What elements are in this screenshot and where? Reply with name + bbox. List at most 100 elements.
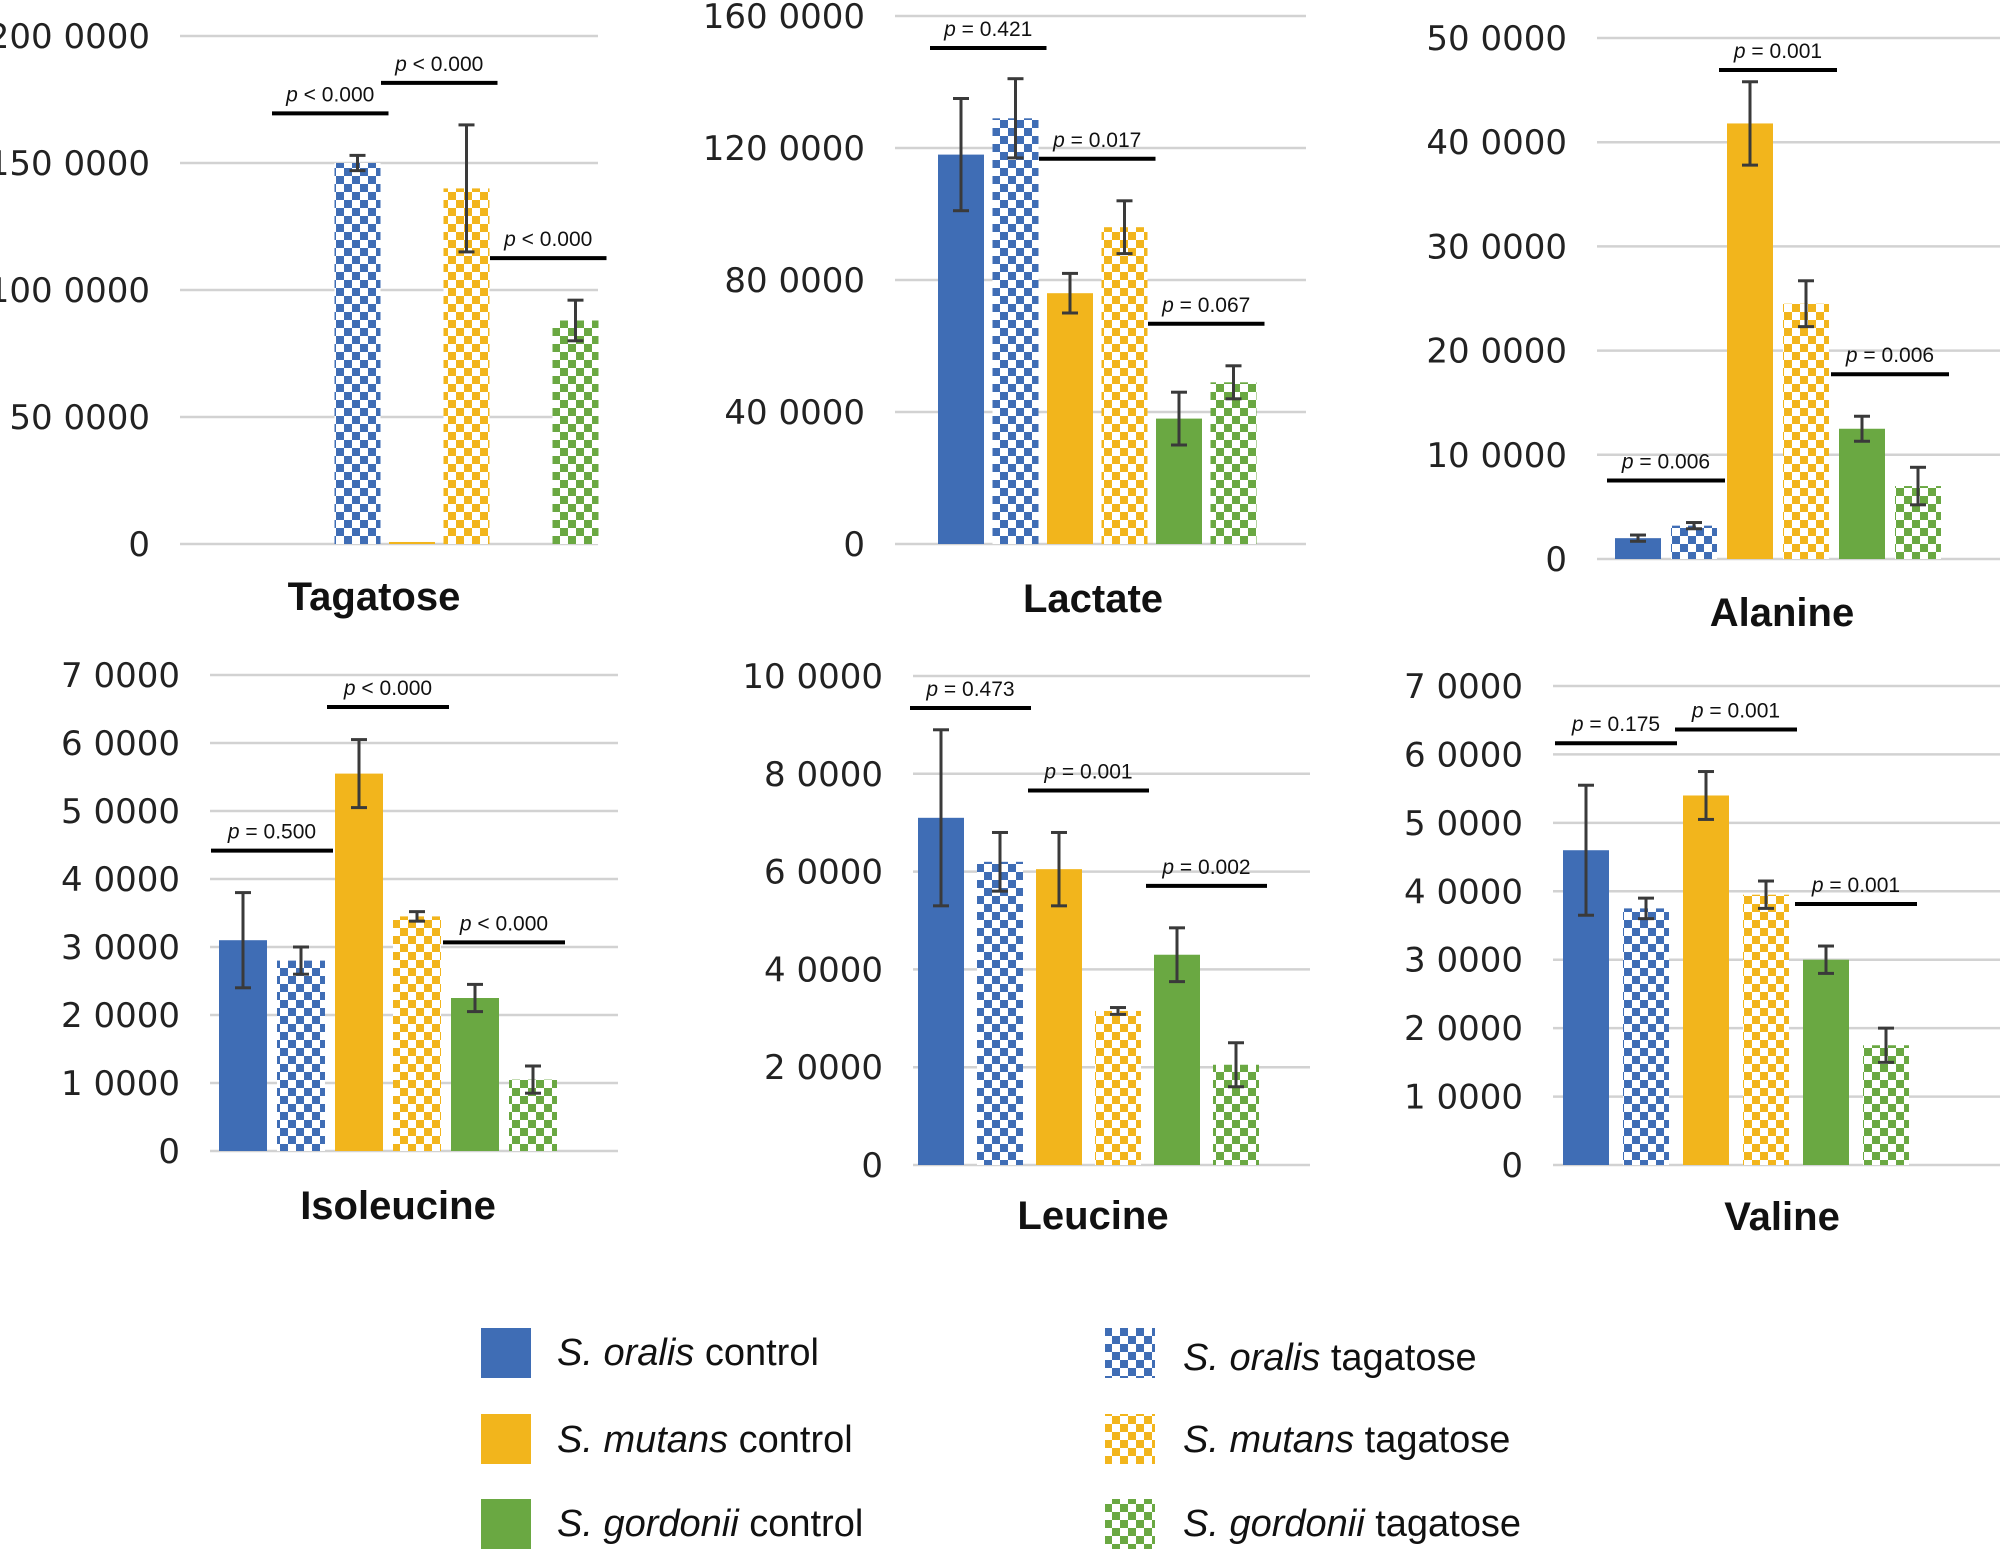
- legend-item-oralis-control: S. oralis control: [481, 1328, 819, 1378]
- bar-mutans-control: [1036, 869, 1082, 1165]
- y-tick-label: 10 0000: [1426, 436, 1567, 476]
- bar-gordonii-tagatose: [1210, 382, 1257, 544]
- chart-lactate: 0 40 0000 80 0000 120 0000 160 0000 p = 0.421…: [703, 0, 1306, 621]
- chart-title: Leucine: [1017, 1194, 1168, 1238]
- y-tick-label: 2 0000: [61, 996, 180, 1036]
- bar-gordonii-control: [451, 998, 499, 1151]
- legend-species: S. gordonii: [557, 1503, 740, 1545]
- pvalue-label: p < 0.000: [343, 677, 432, 700]
- y-tick-label: 0: [843, 525, 865, 565]
- svg-text:S. mutans tagatose: S. mutans tagatose: [1183, 1419, 1510, 1461]
- legend-species: S. mutans: [1183, 1419, 1354, 1461]
- pvalue-label: p = 0.006: [1621, 451, 1710, 474]
- y-tick-label: 6 0000: [764, 853, 883, 893]
- pvalue-label: p < 0.000: [394, 53, 483, 76]
- bar-gordonii-control: [1154, 954, 1200, 1165]
- y-tick-label: 8 0000: [764, 755, 883, 795]
- y-tick-label: 160 0000: [703, 0, 865, 37]
- y-tick-label: 7 0000: [61, 656, 180, 696]
- legend-item-gordonii-control: S. gordonii control: [481, 1499, 863, 1549]
- y-tick-label: 40 0000: [1426, 123, 1567, 163]
- bar-oralis-control: [938, 154, 984, 544]
- chart-tagatose: 0 50 0000 100 0000 150 0000 200 0000 p < 0.00…: [0, 17, 607, 619]
- legend-item-oralis-tagatose: S. oralis tagatose: [1105, 1328, 1477, 1379]
- legend: S. oralis control S. oralis tagatose S. …: [481, 1328, 1521, 1549]
- y-tick-label: 5 0000: [61, 792, 180, 832]
- legend-species: S. mutans: [557, 1419, 728, 1461]
- bar-mutans-tagatose: [1095, 1010, 1141, 1165]
- legend-condition: control: [749, 1503, 863, 1545]
- pvalue-label: p < 0.000: [459, 912, 548, 935]
- bar-oralis-tagatose: [1623, 908, 1669, 1165]
- legend-species: S. oralis: [557, 1332, 694, 1374]
- bar-oralis-tagatose: [277, 960, 325, 1151]
- pvalue-label: p = 0.017: [1052, 129, 1141, 152]
- legend-item-gordonii-tagatose: S. gordonii tagatose: [1105, 1499, 1521, 1549]
- y-tick-label: 0: [1545, 540, 1567, 580]
- y-tick-label: 200 0000: [0, 17, 150, 57]
- pvalue-label: p < 0.000: [503, 228, 592, 251]
- legend-item-mutans-tagatose: S. mutans tagatose: [1105, 1414, 1510, 1464]
- y-tick-label: 6 0000: [61, 724, 180, 764]
- legend-swatch-mutans-control: [481, 1414, 531, 1464]
- y-tick-label: 4 0000: [61, 860, 180, 900]
- bar-oralis-tagatose: [992, 118, 1039, 545]
- legend-condition: tagatose: [1375, 1503, 1521, 1545]
- chart-valine: 0 1 0000 2 0000 3 0000 4 0000 5 0000 6 0000 7 0…: [1404, 667, 2000, 1239]
- y-tick-label: 30 0000: [1426, 227, 1567, 267]
- svg-text:S. mutans control: S. mutans control: [557, 1419, 853, 1461]
- pvalue-label: p = 0.001: [1733, 40, 1822, 63]
- bar-oralis-tagatose: [977, 861, 1023, 1165]
- legend-condition: control: [705, 1332, 819, 1374]
- svg-text:S. gordonii tagatose: S. gordonii tagatose: [1183, 1503, 1521, 1545]
- legend-condition: tagatose: [1365, 1419, 1511, 1461]
- y-tick-label: 40 0000: [724, 393, 865, 433]
- svg-text:S. oralis tagatose: S. oralis tagatose: [1183, 1337, 1477, 1379]
- legend-swatch-gordonii-control: [481, 1499, 531, 1549]
- y-tick-label: 120 0000: [703, 129, 865, 169]
- chart-leucine: 0 2 0000 4 0000 6 0000 8 0000 10 0000 p = 0.47…: [742, 657, 1310, 1238]
- y-tick-label: 0: [1501, 1146, 1523, 1186]
- y-tick-label: 0: [861, 1146, 883, 1186]
- pvalue-label: p = 0.001: [1691, 700, 1780, 723]
- y-tick-label: 50 0000: [9, 398, 150, 438]
- y-tick-label: 150 0000: [0, 144, 150, 184]
- y-tick-label: 2 0000: [764, 1048, 883, 1088]
- y-tick-label: 20 0000: [1426, 332, 1567, 372]
- pvalue-label: p = 0.002: [1161, 856, 1250, 879]
- bar-oralis-tagatose: [334, 163, 381, 544]
- y-tick-label: 1 0000: [1404, 1078, 1523, 1118]
- y-tick-label: 80 0000: [724, 261, 865, 301]
- chart-title: Tagatose: [288, 575, 461, 619]
- y-tick-label: 4 0000: [1404, 872, 1523, 912]
- bar-mutans-tagatose: [1783, 303, 1829, 559]
- chart-alanine: 0 10 0000 20 0000 30 0000 40 0000 50 0000 p = …: [1426, 19, 2000, 635]
- pvalue-label: p = 0.500: [227, 821, 316, 844]
- pvalue-label: p = 0.175: [1571, 713, 1660, 736]
- chart-isoleucine: 0 1 0000 2 0000 3 0000 4 0000 5 0000 6 0000 7 0…: [61, 656, 618, 1228]
- bar-mutans-control: [335, 773, 383, 1151]
- legend-condition: tagatose: [1331, 1337, 1477, 1379]
- legend-swatch-gordonii-tagatose: [1105, 1499, 1155, 1549]
- legend-item-mutans-control: S. mutans control: [481, 1414, 853, 1464]
- y-tick-label: 1 0000: [61, 1064, 180, 1104]
- y-tick-label: 7 0000: [1404, 667, 1523, 707]
- y-tick-label: 0: [128, 525, 150, 565]
- chart-title: Isoleucine: [300, 1184, 496, 1228]
- bar-mutans-control: [1727, 123, 1773, 559]
- legend-species: S. oralis: [1183, 1337, 1320, 1379]
- y-tick-label: 2 0000: [1404, 1009, 1523, 1049]
- bar-mutans-tagatose: [393, 916, 441, 1151]
- bar-mutans-control: [389, 541, 435, 544]
- pvalue-label: p = 0.421: [943, 18, 1032, 41]
- bar-mutans-tagatose: [1101, 227, 1148, 544]
- chart-title: Valine: [1724, 1195, 1840, 1239]
- bar-mutans-tagatose: [1743, 894, 1789, 1165]
- y-tick-label: 50 0000: [1426, 19, 1567, 59]
- y-tick-label: 100 0000: [0, 271, 150, 311]
- y-tick-label: 5 0000: [1404, 804, 1523, 844]
- pvalue-label: p = 0.001: [1043, 760, 1132, 783]
- pvalue-label: p = 0.006: [1845, 344, 1934, 367]
- y-tick-label: 6 0000: [1404, 735, 1523, 775]
- chart-title: Lactate: [1023, 577, 1163, 621]
